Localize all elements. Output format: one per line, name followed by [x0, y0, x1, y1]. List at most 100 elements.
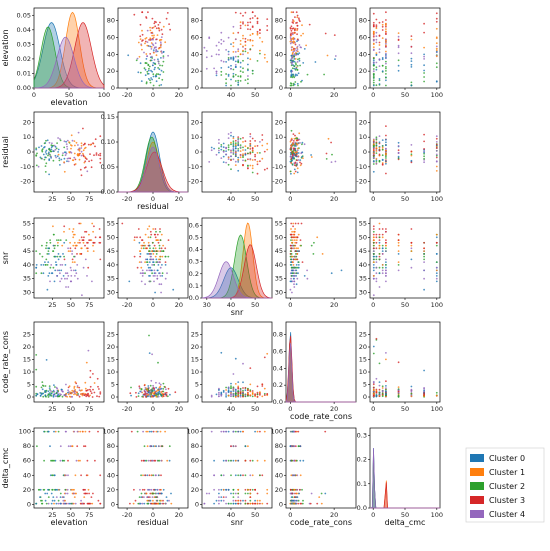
scatter-point [70, 392, 73, 395]
scatter-point [293, 280, 296, 283]
scatter-point [375, 389, 378, 392]
scatter-point [291, 459, 293, 462]
scatter-point [86, 492, 88, 495]
scatter-point [378, 44, 381, 46]
scatter-point [375, 241, 378, 244]
scatter-point [423, 76, 425, 78]
scatter-point [148, 352, 151, 354]
scatter-point [85, 389, 88, 392]
scatter-point [67, 502, 70, 505]
scatter-point [71, 250, 73, 253]
y-tick-label: 0.4 [273, 364, 283, 372]
y-tick-label: 0.0 [189, 294, 199, 302]
scatter-point [410, 144, 413, 146]
y-tick-label: 0 [363, 393, 367, 401]
scatter-point [292, 84, 295, 87]
scatter-point [320, 492, 323, 495]
scatter-point [220, 488, 223, 491]
scatter-point [423, 152, 425, 155]
scatter-point [76, 430, 79, 433]
scatter-point [423, 72, 425, 74]
scatter-point [230, 149, 232, 152]
scatter-point [143, 502, 146, 505]
scatter-point [76, 445, 79, 448]
scatter-point [208, 492, 211, 495]
scatter-point [74, 389, 77, 391]
scatter-point [375, 255, 378, 258]
scatter-point [331, 153, 333, 156]
scatter-point [99, 392, 102, 395]
scatter-point [244, 40, 247, 43]
scatter-point [91, 222, 94, 225]
scatter-point [57, 151, 59, 153]
scatter-point [144, 233, 147, 236]
scatter-point [145, 37, 148, 39]
y-tick-label: 100 [103, 428, 115, 436]
scatter-point [141, 48, 143, 51]
scatter-point [39, 394, 42, 397]
scatter-point [218, 151, 220, 154]
y-tick-label: 100 [271, 428, 283, 436]
x-tick-label: 50 [251, 301, 259, 309]
x-tick-label: 20 [175, 405, 183, 413]
scatter-point [300, 244, 302, 247]
scatter-point [230, 78, 232, 81]
scatter-point [51, 272, 54, 275]
scatter-point [385, 24, 387, 27]
scatter-point [42, 153, 45, 156]
scatter-point [234, 430, 237, 433]
scatter-point [49, 389, 51, 391]
scatter-point [290, 73, 293, 75]
scatter-point [225, 395, 228, 398]
scatter-point [83, 502, 85, 505]
scatter-point [154, 228, 157, 230]
scatter-point [93, 154, 95, 157]
scatter-point [83, 161, 86, 164]
scatter-point [290, 488, 292, 491]
scatter-point [435, 17, 438, 20]
scatter-point [435, 236, 438, 239]
scatter-point [239, 137, 242, 140]
scatter-point [247, 28, 249, 30]
scatter-point [153, 264, 156, 266]
y-tick-label: 100 [187, 428, 199, 436]
scatter-point [153, 387, 156, 390]
panel-frame [201, 321, 273, 403]
scatter-point [80, 247, 83, 250]
scatter-point [303, 275, 306, 277]
scatter-point [234, 150, 237, 153]
scatter-point [381, 148, 384, 151]
scatter-point [261, 385, 264, 387]
scatter-point [220, 31, 223, 34]
x-tick-label: 50 [67, 405, 75, 413]
scatter-point [289, 258, 292, 261]
scatter-point [158, 459, 161, 462]
scatter-point [378, 233, 381, 236]
scatter-point [297, 430, 300, 433]
scatter-point [381, 64, 384, 67]
scatter-point [372, 247, 375, 250]
scatter-point [296, 496, 299, 498]
y-tick-label: 20 [191, 118, 199, 126]
scatter-point [41, 255, 44, 258]
scatter-point [170, 502, 173, 505]
scatter-point [220, 38, 223, 41]
scatter-point [148, 67, 150, 70]
scatter-point [80, 154, 83, 157]
scatter-point [155, 492, 158, 495]
scatter-point [292, 20, 295, 23]
scatter-point [99, 474, 102, 477]
scatter-point [87, 266, 90, 269]
scatter-point [237, 81, 240, 84]
scatter-point [261, 502, 264, 505]
y-tick-label: 0.0 [273, 398, 283, 406]
scatter-point [237, 385, 240, 388]
x-tick-label: 0 [151, 91, 155, 99]
scatter-point [290, 272, 293, 275]
scatter-point [381, 154, 384, 157]
scatter-point [293, 272, 296, 275]
scatter-point [156, 275, 159, 277]
scatter-point [237, 138, 240, 141]
scatter-point [385, 244, 387, 247]
